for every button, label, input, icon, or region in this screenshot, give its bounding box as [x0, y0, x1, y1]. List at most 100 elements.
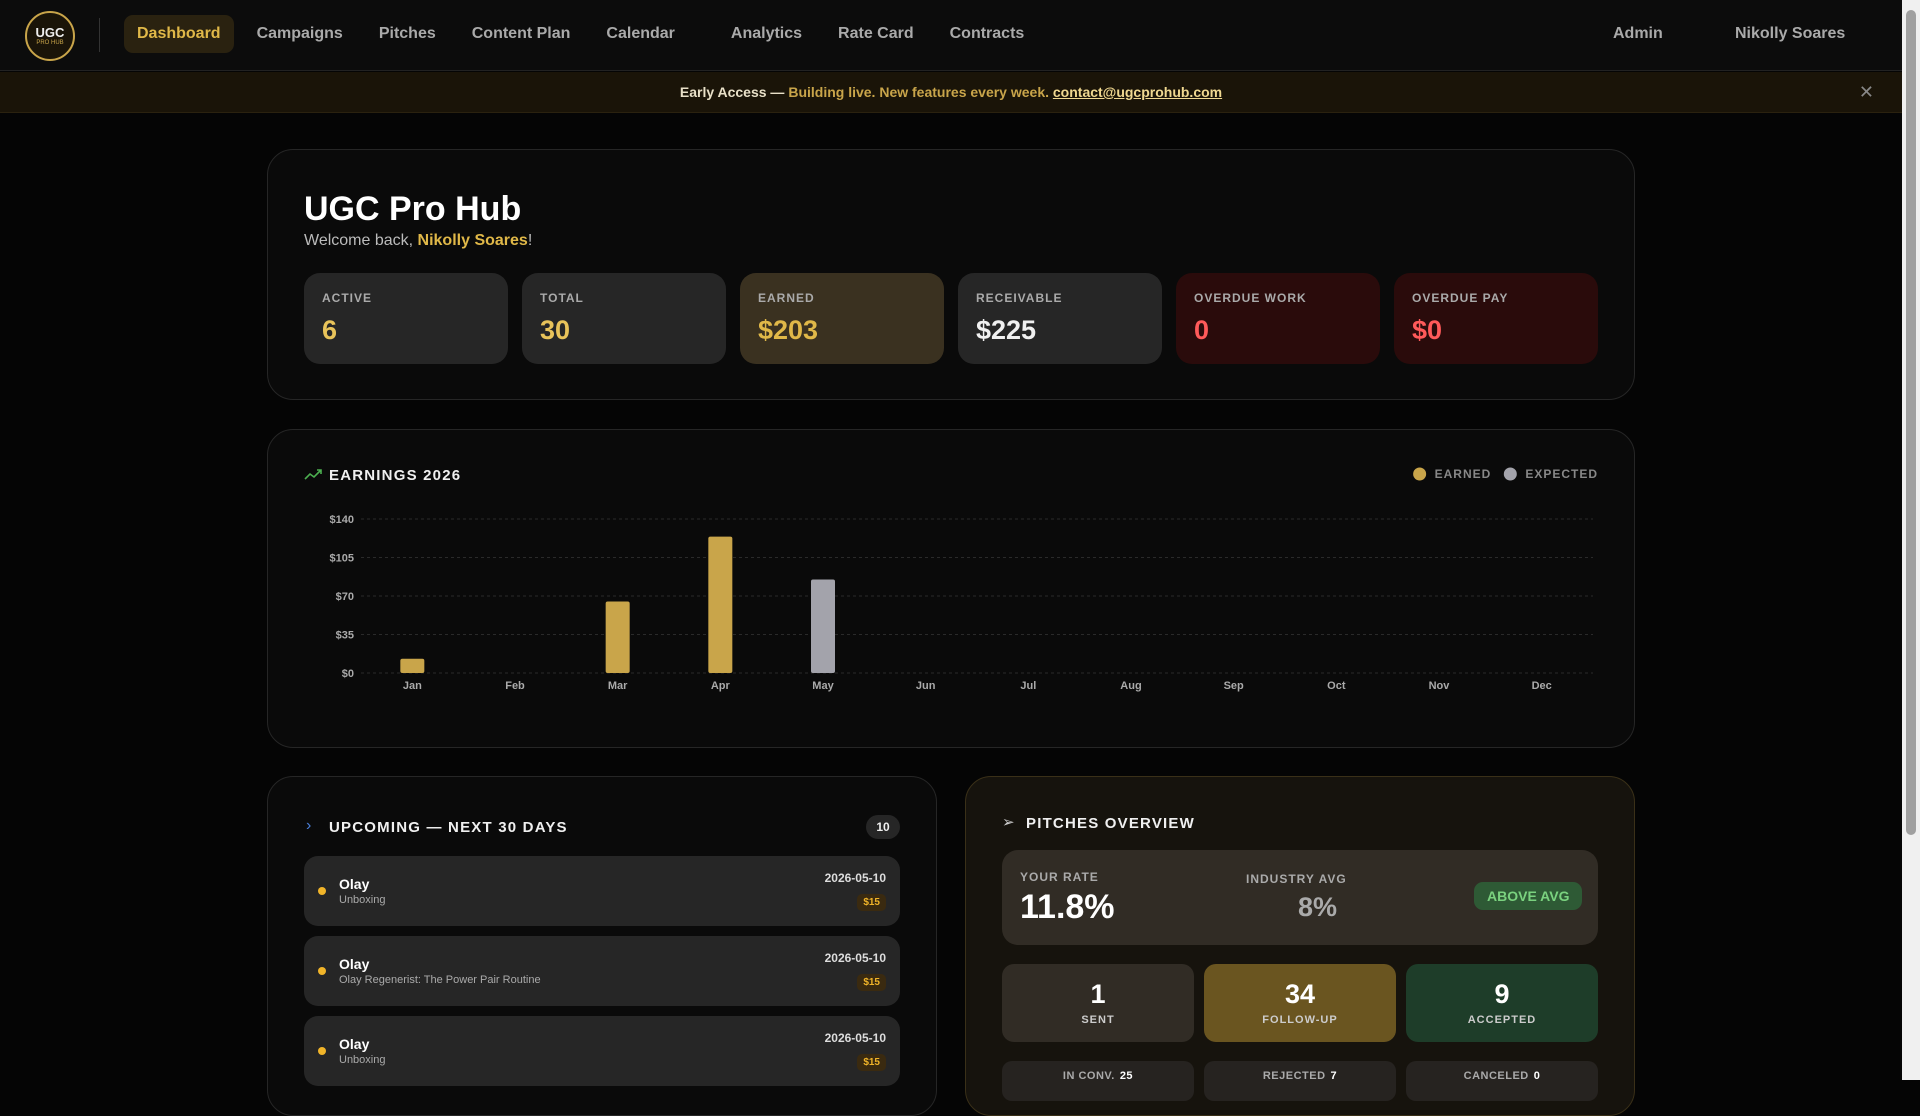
- pitch-mini-label: CANCELED: [1463, 1070, 1529, 1082]
- upcoming-card: UPCOMING — NEXT 30 DAYS › 10 Olay Unboxin…: [267, 776, 937, 1116]
- pitch-stat-value: 34: [1284, 979, 1316, 1009]
- x-tick-label: Jun: [916, 680, 936, 692]
- welcome-text: Welcome back,: [304, 232, 414, 249]
- x-tick-label: Sep: [1224, 680, 1244, 692]
- pitch-stat: 34 FOLLOW-UP: [1204, 964, 1396, 1042]
- upcoming-item[interactable]: Olay Unboxing 2026-05-10 $15: [304, 1016, 900, 1086]
- count-badge: 10: [866, 815, 900, 839]
- brand: Olay: [339, 956, 370, 972]
- nav-items: Dashboard Campaigns Pitches Content Plan Cal…: [124, 15, 1043, 53]
- x-tick-label: May: [812, 680, 834, 692]
- upcoming-item[interactable]: Olay Olay Regenerist: The Power Pair Rout…: [304, 936, 900, 1006]
- stat-card: TOTAL 30: [522, 273, 726, 364]
- date: 2026-05-10: [824, 951, 886, 965]
- y-tick-label: $35: [336, 630, 354, 642]
- chart-title: EARNINGS 2026: [329, 467, 461, 484]
- chevron: ›: [306, 817, 312, 834]
- industry-label: INDUSTRY AVG: [1246, 872, 1347, 886]
- x-tick-label: Oct: [1327, 680, 1346, 692]
- banner-link[interactable]: contact@ugcprohub.com: [1052, 84, 1223, 100]
- y-tick-label: $140: [330, 514, 354, 526]
- rate-box: YOUR RATE 11.8% INDUSTRY AVG 8% ABOVE AV…: [1002, 850, 1598, 945]
- stat-card: EARNED $203: [740, 273, 944, 364]
- logo[interactable]: UGC PRO HUB: [25, 11, 75, 61]
- amount: $15: [857, 974, 886, 991]
- divider: [99, 18, 100, 52]
- pitch-mini-value: 0: [1533, 1070, 1541, 1082]
- rate-value: 11.8%: [1020, 888, 1115, 926]
- close-button[interactable]: ✕: [1858, 82, 1874, 102]
- legend-label: EXPECTED: [1525, 467, 1598, 481]
- x-tick-label: Jul: [1020, 680, 1036, 692]
- pitch-mini-label: REJECTED: [1262, 1070, 1326, 1082]
- task: Olay Regenerist: The Power Pair Routine: [339, 974, 541, 986]
- admin-link[interactable]: Admin: [1613, 25, 1663, 42]
- nav-item[interactable]: Dashboard: [124, 15, 234, 53]
- nav-item[interactable]: Rate Card: [838, 25, 914, 42]
- amount: $15: [857, 1054, 886, 1071]
- x-tick-label: Feb: [505, 680, 525, 692]
- y-tick-label: $0: [342, 668, 354, 680]
- rate-label: YOUR RATE: [1020, 870, 1099, 884]
- pitch-stat-label: SENT: [1081, 1014, 1115, 1026]
- send-icon: ➢: [1002, 814, 1015, 831]
- nav-item[interactable]: Calendar: [606, 25, 675, 42]
- industry-value: 8%: [1298, 892, 1338, 922]
- pitch-stat-value: 1: [1090, 979, 1106, 1009]
- status-dot: [318, 887, 326, 895]
- stat-value: $0: [1412, 315, 1443, 345]
- x-tick-label: Aug: [1120, 680, 1141, 692]
- upcoming-title: UPCOMING — NEXT 30 DAYS: [329, 819, 568, 836]
- legend-label: EARNED: [1435, 467, 1492, 481]
- pitch-mini-value: 7: [1330, 1070, 1338, 1082]
- bar: [605, 601, 630, 673]
- stat-label: TOTAL: [540, 291, 584, 305]
- user-menu[interactable]: Nikolly Soares: [1735, 25, 1846, 42]
- stat-label: OVERDUE WORK: [1194, 291, 1307, 305]
- bar: [708, 536, 733, 673]
- pitches-card: PITCHES OVERVIEW ➢ YOUR RATE 11.8% INDUS…: [965, 776, 1635, 1116]
- status-dot: [318, 1047, 326, 1055]
- nav-item[interactable]: Content Plan: [471, 25, 571, 42]
- y-tick-label: $105: [330, 553, 354, 565]
- welcome: Welcome back, Nikolly Soares!: [304, 232, 532, 250]
- bar: [400, 658, 425, 673]
- user-name: Nikolly Soares: [417, 232, 528, 249]
- pitch-mini: REJECTED 7: [1204, 1061, 1396, 1101]
- nav-item[interactable]: Pitches: [378, 25, 436, 42]
- nav-item[interactable]: Contracts: [949, 25, 1025, 42]
- trend-icon: [304, 469, 322, 480]
- above-badge: ABOVE AVG: [1474, 882, 1583, 910]
- page-title: UGC Pro Hub: [304, 190, 522, 228]
- date: 2026-05-10: [824, 871, 886, 885]
- pitch-mini: CANCELED 0: [1406, 1061, 1598, 1101]
- status-dot: [318, 967, 326, 975]
- stat-value: $203: [758, 315, 819, 345]
- punct: !: [527, 232, 533, 249]
- stat-value: 30: [540, 315, 571, 345]
- scroll-thumb[interactable]: [1906, 10, 1916, 835]
- nav-item[interactable]: Analytics: [730, 25, 803, 42]
- pitch-stat: 1 SENT: [1002, 964, 1194, 1042]
- scrollbar[interactable]: [1902, 0, 1920, 1080]
- nav-item[interactable]: Campaigns: [256, 25, 343, 42]
- logo-text: UGC: [35, 25, 65, 40]
- pitch-stat-label: ACCEPTED: [1467, 1014, 1537, 1026]
- pitch-stat-label: FOLLOW-UP: [1262, 1014, 1338, 1026]
- pitch-stat-value: 9: [1494, 979, 1510, 1009]
- banner-label: Early Access —: [679, 84, 785, 100]
- bar: [811, 579, 835, 673]
- x-tick-label: Dec: [1532, 680, 1552, 692]
- brand: Olay: [339, 876, 370, 892]
- logo-sub: PRO HUB: [36, 40, 64, 46]
- stat-card: RECEIVABLE $225: [958, 273, 1162, 364]
- legend-swatch: [1503, 467, 1517, 481]
- stat-label: EARNED: [758, 291, 815, 305]
- x-tick-label: Apr: [711, 680, 731, 692]
- stat-label: RECEIVABLE: [976, 291, 1063, 305]
- x-tick-label: Mar: [608, 680, 628, 692]
- upcoming-item[interactable]: Olay Unboxing 2026-05-10 $15: [304, 856, 900, 926]
- legend-swatch: [1413, 467, 1427, 481]
- nav-bar: UGC PRO HUB Dashboard Campaigns Pitches Con…: [0, 0, 1902, 71]
